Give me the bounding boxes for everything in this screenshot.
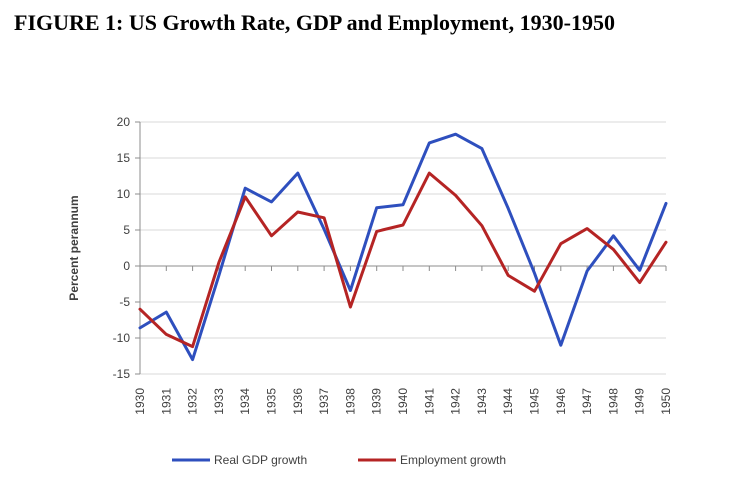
legend: Real GDP growth Employment growth (172, 453, 506, 467)
x-tick-label: 1946 (554, 388, 568, 415)
x-tick-label: 1948 (606, 388, 620, 415)
x-tick-label: 1936 (291, 388, 305, 415)
figure-title: FIGURE 1: US Growth Rate, GDP and Employ… (14, 10, 615, 35)
series-line-employment-growth (138, 171, 668, 349)
x-tick-label: 1940 (396, 388, 410, 415)
x-tick-label: 1950 (659, 388, 673, 415)
y-tick-label: 15 (117, 151, 131, 165)
axes (135, 121, 667, 375)
x-tick-label: 1930 (133, 388, 147, 415)
series-lines (138, 132, 668, 362)
y-tick-label: -5 (119, 295, 130, 309)
x-tick-label: 1934 (238, 388, 252, 415)
x-tick-label: 1941 (422, 388, 436, 415)
legend-label: Employment growth (400, 453, 506, 467)
x-tick-label: 1945 (528, 388, 542, 415)
x-tick-label: 1944 (501, 388, 515, 415)
x-tick-label: 1942 (449, 388, 463, 415)
y-tick-label: 5 (123, 223, 130, 237)
y-axis-title: Percent perannum (67, 195, 81, 300)
legend-label: Real GDP growth (214, 453, 307, 467)
gridlines (140, 121, 666, 375)
y-tick-label: -10 (113, 331, 131, 345)
x-tick-label: 1937 (317, 388, 331, 415)
x-tick-labels: 1930 1931 1932 1933 1934 1935 1936 1937 1938 1939… (133, 388, 673, 415)
y-tick-label: -15 (113, 367, 131, 381)
y-tick-label: 20 (117, 115, 131, 129)
x-tick-label: 1949 (633, 388, 647, 415)
x-tick-label: 1938 (343, 388, 357, 415)
x-tick-label: 1935 (265, 388, 279, 415)
y-tick-label: 10 (117, 187, 131, 201)
x-tick-label: 1933 (212, 388, 226, 415)
y-tick-labels: 20 15 10 5 0 -5 -10 -15 (113, 115, 131, 381)
x-tick-label: 1931 (159, 388, 173, 415)
series-line-real-gdp-growth (138, 132, 668, 362)
y-tick-label: 0 (123, 259, 130, 273)
x-tick-label: 1939 (370, 388, 384, 415)
x-tick-label: 1947 (580, 388, 594, 415)
x-tick-label: 1932 (186, 388, 200, 415)
x-tick-label: 1943 (475, 388, 489, 415)
